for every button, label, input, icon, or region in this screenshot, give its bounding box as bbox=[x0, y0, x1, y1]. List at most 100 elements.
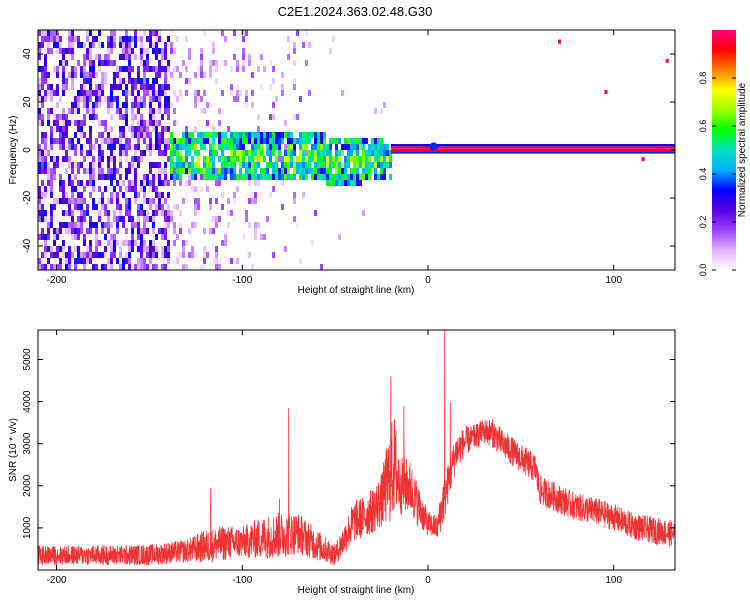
heatmap-cell bbox=[194, 222, 197, 228]
heatmap-cell bbox=[335, 162, 338, 168]
heatmap-cell bbox=[68, 156, 71, 162]
heatmap-cell bbox=[323, 144, 326, 150]
heatmap-cell bbox=[215, 60, 218, 66]
heatmap-cell bbox=[218, 144, 221, 150]
heatmap-cell bbox=[125, 168, 128, 174]
heatmap-cell bbox=[128, 36, 131, 42]
heatmap-x-tick-label: -200 bbox=[47, 275, 67, 286]
heatmap-cell bbox=[203, 156, 206, 162]
heatmap-cell bbox=[92, 186, 95, 192]
heatmap-cell bbox=[143, 210, 146, 216]
heatmap-cell bbox=[107, 174, 110, 180]
heatmap-cell bbox=[146, 180, 149, 186]
heatmap-cell bbox=[77, 168, 80, 174]
heatmap-cell bbox=[143, 174, 146, 180]
heatmap-cell bbox=[122, 102, 125, 108]
heatmap-cell bbox=[38, 156, 41, 162]
heatmap-cell bbox=[374, 144, 377, 150]
heatmap-cell bbox=[155, 210, 158, 216]
heatmap-cell bbox=[230, 84, 233, 90]
heatmap-cell bbox=[134, 168, 137, 174]
heatmap-cell bbox=[134, 132, 137, 138]
heatmap-cell bbox=[89, 114, 92, 120]
heatmap-cell bbox=[77, 96, 80, 102]
heatmap-cell bbox=[185, 168, 188, 174]
heatmap-cell bbox=[215, 252, 218, 258]
heatmap-cell bbox=[257, 138, 260, 144]
heatmap-cell bbox=[77, 228, 80, 234]
heatmap-cell bbox=[263, 132, 266, 138]
heatmap-cell bbox=[362, 162, 365, 168]
heatmap-cell bbox=[224, 234, 227, 240]
heatmap-cell bbox=[155, 36, 158, 42]
heatmap-cell bbox=[275, 144, 278, 150]
heatmap-cell bbox=[65, 168, 68, 174]
heatmap-cell bbox=[221, 204, 224, 210]
heatmap-cell bbox=[41, 180, 44, 186]
heatmap-cell bbox=[38, 150, 41, 156]
heatmap-cell bbox=[284, 246, 287, 252]
heatmap-cell bbox=[86, 54, 89, 60]
heatmap-cell bbox=[272, 138, 275, 144]
heatmap-cell bbox=[92, 36, 95, 42]
heatmap-cell bbox=[209, 72, 212, 78]
heatmap-cell bbox=[86, 204, 89, 210]
heatmap-cell bbox=[83, 210, 86, 216]
heatmap-cell bbox=[164, 234, 167, 240]
heatmap-cell bbox=[386, 144, 389, 150]
heatmap-cell bbox=[116, 240, 119, 246]
heatmap-cell bbox=[56, 102, 59, 108]
heatmap-cell bbox=[50, 174, 53, 180]
heatmap-cell bbox=[89, 60, 92, 66]
heatmap-cell bbox=[269, 84, 272, 90]
heatmap-cell bbox=[155, 54, 158, 60]
heatmap-cell bbox=[167, 216, 170, 222]
heatmap-cell bbox=[299, 258, 302, 264]
heatmap-cell bbox=[314, 156, 317, 162]
heatmap-cell bbox=[104, 186, 107, 192]
heatmap-cell bbox=[302, 162, 305, 168]
heatmap-cell bbox=[242, 234, 245, 240]
heatmap-cell bbox=[149, 114, 152, 120]
heatmap-cell bbox=[224, 144, 227, 150]
heatmap-cell bbox=[335, 174, 338, 180]
heatmap-cell bbox=[113, 216, 116, 222]
heatmap-cell bbox=[362, 174, 365, 180]
heatmap-cell bbox=[146, 36, 149, 42]
heatmap-cell bbox=[374, 168, 377, 174]
heatmap-cell bbox=[95, 54, 98, 60]
heatmap-cell bbox=[134, 180, 137, 186]
heatmap-cell bbox=[236, 138, 239, 144]
heatmap-cell bbox=[113, 78, 116, 84]
heatmap-cell bbox=[110, 138, 113, 144]
heatmap-cell bbox=[230, 144, 233, 150]
heatmap-cell bbox=[68, 228, 71, 234]
heatmap-cell bbox=[137, 66, 140, 72]
heatmap-cell bbox=[143, 186, 146, 192]
heatmap-cell bbox=[296, 162, 299, 168]
heatmap-cell bbox=[176, 138, 179, 144]
heatmap-line-band bbox=[390, 148, 675, 150]
heatmap-cell bbox=[206, 252, 209, 258]
heatmap-cell bbox=[266, 150, 269, 156]
heatmap-cell bbox=[353, 138, 356, 144]
heatmap-cell bbox=[197, 120, 200, 126]
heatmap-cell bbox=[98, 168, 101, 174]
heatmap-cell bbox=[149, 108, 152, 114]
heatmap-cell bbox=[140, 252, 143, 258]
heatmap-cell bbox=[116, 96, 119, 102]
heatmap-cell bbox=[47, 168, 50, 174]
heatmap-cell bbox=[110, 90, 113, 96]
heatmap-cell bbox=[197, 138, 200, 144]
heatmap-cell bbox=[62, 192, 65, 198]
heatmap-cell bbox=[236, 186, 239, 192]
heatmap-cell bbox=[89, 126, 92, 132]
heatmap-cell bbox=[164, 228, 167, 234]
heatmap-cell bbox=[188, 144, 191, 150]
heatmap-cell bbox=[218, 258, 221, 264]
heatmap-cell bbox=[185, 90, 188, 96]
heatmap-cell bbox=[116, 192, 119, 198]
heatmap-cell bbox=[299, 138, 302, 144]
heatmap-cell bbox=[41, 72, 44, 78]
heatmap-cell bbox=[245, 138, 248, 144]
